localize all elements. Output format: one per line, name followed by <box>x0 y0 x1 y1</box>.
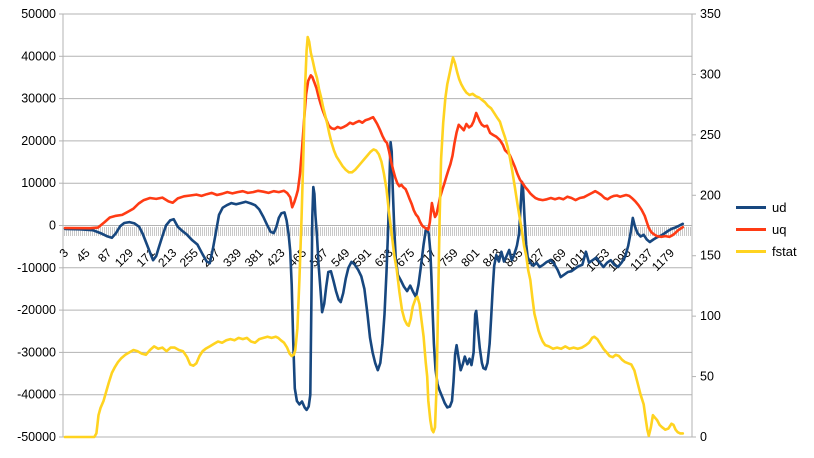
legend-swatch-ud <box>736 206 766 209</box>
y-left-tick-label: -20000 <box>17 303 56 317</box>
y-left-tick-label: 0 <box>49 219 56 233</box>
x-tick-label: 381 <box>242 245 266 269</box>
legend-swatch-fstat <box>736 250 766 253</box>
legend-item-fstat[interactable]: fstat <box>736 244 797 259</box>
y-right-tick-label: 150 <box>700 249 721 263</box>
y-left-tick-label: 10000 <box>21 176 56 190</box>
x-axis: 3 45 8712917121325529733938142346550754959… <box>56 225 692 275</box>
series-line-uq[interactable] <box>63 74 685 239</box>
legend: ud uq fstat <box>736 200 797 259</box>
y-right-tick-label: 300 <box>700 67 721 81</box>
y-left-tick-label: -50000 <box>17 430 56 444</box>
x-tick-label: 801 <box>458 245 482 269</box>
y-left-tick-label: 20000 <box>21 134 56 148</box>
y-left-tick-label: 40000 <box>21 49 56 63</box>
y-axis-right: 350 300 250 200 150 100 50 0 <box>691 7 721 444</box>
y-right-tick-label: 250 <box>700 128 721 142</box>
y-right-tick-label: 100 <box>700 309 721 323</box>
legend-item-ud[interactable]: ud <box>736 200 797 215</box>
y-right-tick-label: 350 <box>700 7 721 21</box>
y-right-tick-label: 50 <box>700 370 714 384</box>
x-tick-label: 339 <box>220 245 244 269</box>
y-left-tick-label: -40000 <box>17 388 56 402</box>
x-tick-label: 129 <box>112 245 136 269</box>
legend-item-uq[interactable]: uq <box>736 222 797 237</box>
legend-label-ud: ud <box>772 200 787 215</box>
y-left-tick-label: 30000 <box>21 92 56 106</box>
y-left-tick-label: -10000 <box>17 261 56 275</box>
x-tick-label: 1179 <box>649 245 677 273</box>
x-tick-label: 87 <box>95 245 115 265</box>
x-tick-label: 423 <box>263 245 287 269</box>
x-tick-label: 717 <box>415 245 439 269</box>
legend-label-fstat: fstat <box>772 244 797 259</box>
x-tick-label: 3 <box>56 246 71 261</box>
y-axis-left: 50000 40000 30000 20000 10000 0 -10000 -20000 -3… <box>17 7 64 444</box>
y-left-tick-label: 50000 <box>21 7 56 21</box>
x-tick-label: 255 <box>177 245 201 269</box>
series-lines <box>63 35 685 439</box>
y-right-tick-label: 0 <box>700 430 707 444</box>
legend-swatch-uq <box>736 228 766 231</box>
x-tick-label: 1011 <box>562 245 590 273</box>
y-left-tick-label: -30000 <box>17 345 56 359</box>
x-tick-label: 45 <box>73 245 93 265</box>
legend-label-uq: uq <box>772 222 787 237</box>
y-right-tick-label: 200 <box>700 188 721 202</box>
series-line-ud[interactable] <box>63 140 685 412</box>
x-tick-label: 1137 <box>627 245 655 273</box>
series-line-fstat[interactable] <box>63 35 685 439</box>
x-tick-label: 591 <box>350 245 374 269</box>
